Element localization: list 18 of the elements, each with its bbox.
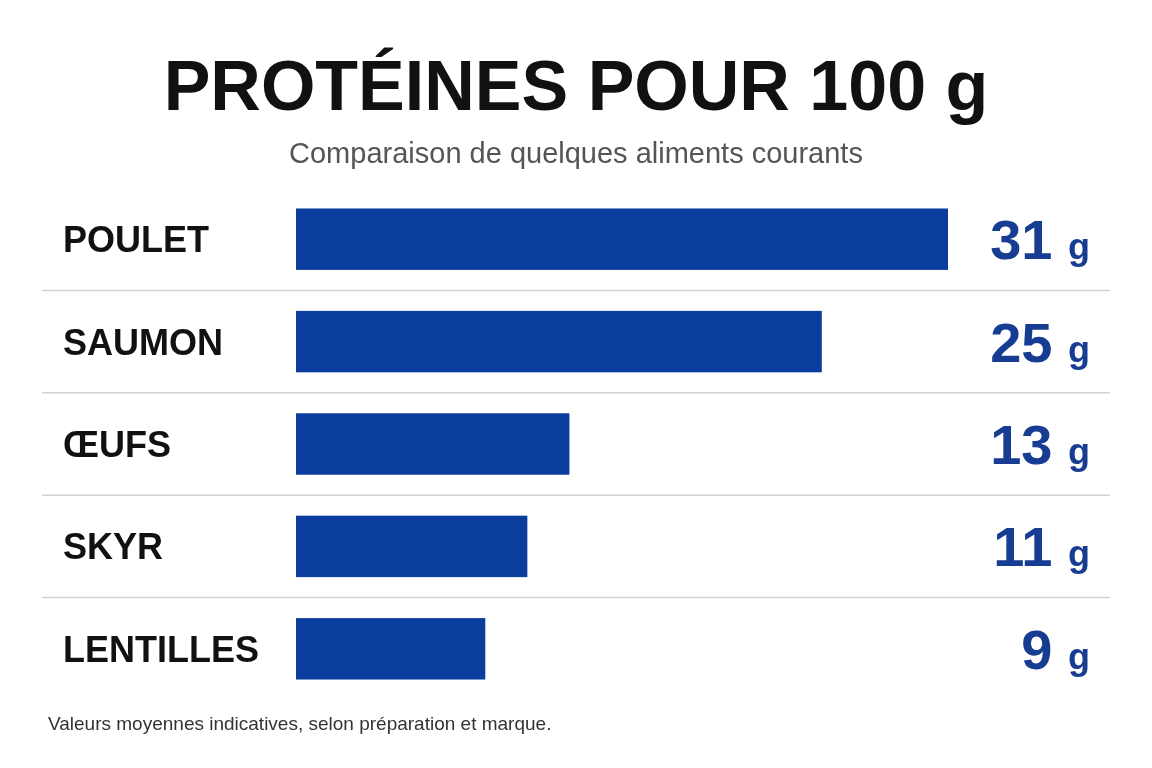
data-label: 9 g [1021, 617, 1090, 681]
chart-subtitle: Comparaison de quelques aliments courants [289, 137, 863, 169]
y-tick-label: SKYR [63, 526, 164, 568]
bar [296, 413, 570, 475]
text: Valeurs moyennes indicatives, selon préparation et marque. [48, 713, 552, 734]
y-tick-label: SAUMON [63, 321, 223, 363]
y-tick-label: POULET [63, 219, 210, 261]
chart-title: PROTÉINES POUR 100 g [163, 47, 989, 125]
bar [296, 515, 528, 578]
data-label: 11 g [993, 515, 1090, 579]
data-label: 13 g [990, 413, 1090, 476]
bar [296, 208, 948, 270]
y-tick-label: ŒUFS [63, 424, 171, 465]
bar [296, 618, 486, 680]
y-tick-label: LENTILLES [63, 628, 259, 670]
data-label: 25 g [990, 310, 1090, 374]
bar [296, 310, 822, 373]
data-label: 31 g [990, 208, 1090, 272]
